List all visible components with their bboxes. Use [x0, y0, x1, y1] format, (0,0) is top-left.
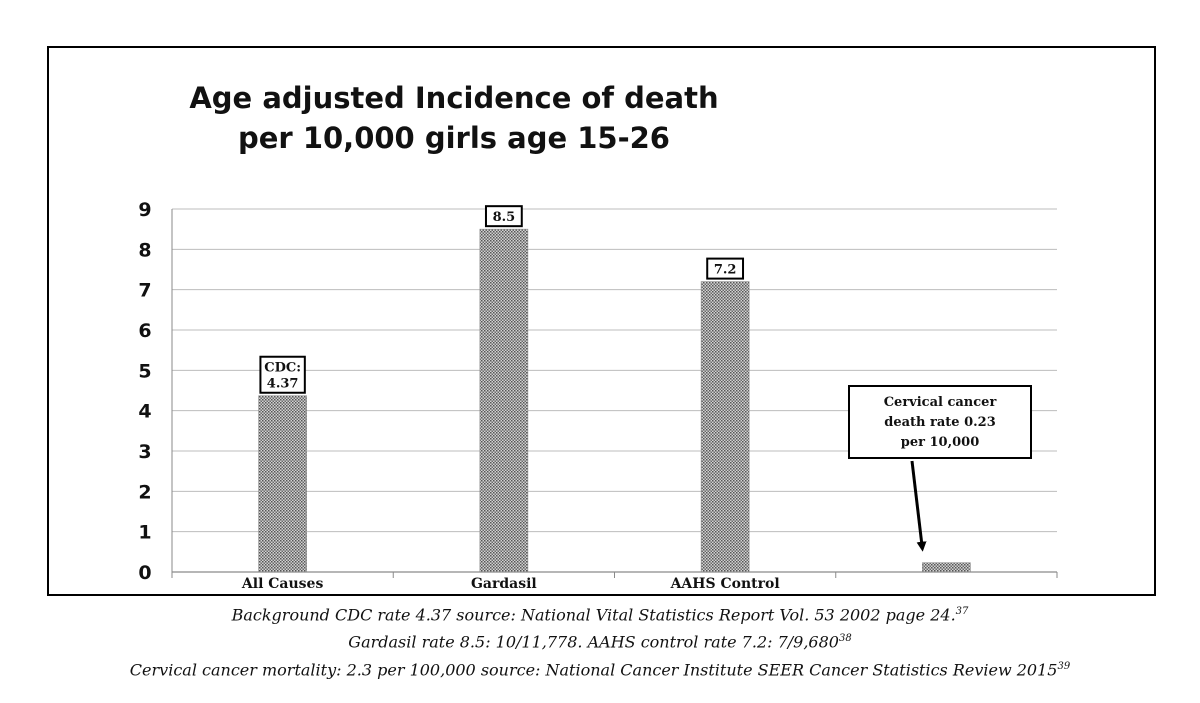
- caption-ref: 37: [955, 606, 969, 617]
- source-captions: Background CDC rate 4.37 source: Nationa…: [0, 600, 1200, 682]
- caption-line-2: Gardasil rate 8.5: 10/11,778. AAHS contr…: [0, 627, 1200, 654]
- chart-title-line: per 10,000 girls age 15-26: [238, 121, 670, 155]
- caption-line-1: Background CDC rate 4.37 source: Nationa…: [0, 600, 1200, 627]
- y-tick-label: 3: [138, 441, 151, 463]
- caption-text: Cervical cancer mortality: 2.3 per 100,0…: [129, 659, 1058, 679]
- annotation-arrow: [910, 460, 927, 552]
- annotation: Cervical cancer death rate 0.23 per 10,000: [848, 385, 1032, 552]
- bar-label-box: [706, 257, 745, 280]
- y-tick-label: 4: [138, 401, 151, 423]
- bar: [700, 281, 750, 573]
- caption-line-3: Cervical cancer mortality: 2.3 per 100,0…: [0, 655, 1200, 682]
- x-axis-categories: All Causes Gardasil AAHS Control: [241, 576, 780, 592]
- annotation-text: death rate 0.23: [884, 415, 996, 430]
- chart-title-line: Age adjusted Incidence of death: [189, 81, 718, 115]
- annotation-text: Cervical cancer: [884, 395, 997, 410]
- y-tick-label: 8: [138, 239, 151, 261]
- bars: [258, 228, 971, 573]
- y-tick-label: 5: [138, 360, 151, 382]
- annotation-box: [848, 385, 1032, 459]
- axes: 0 1 2 3 4 5 6 7 8 9: [138, 199, 1058, 584]
- caption-ref: 38: [838, 633, 852, 645]
- chart-title: Age adjusted Incidence of death per 10,00…: [189, 81, 718, 155]
- bar: [922, 562, 971, 573]
- caption-text: Background CDC rate 4.37 source: Nationa…: [231, 605, 956, 625]
- y-tick-label: 2: [138, 481, 151, 503]
- x-category-label: All Causes: [241, 576, 324, 592]
- y-tick-label: 9: [138, 199, 151, 221]
- y-tick-label: 6: [138, 320, 151, 342]
- y-tick-label: 7: [138, 280, 151, 302]
- caption-ref: 39: [1057, 660, 1071, 672]
- bar-label: 8.5: [493, 210, 516, 225]
- data-labels: CDC:4.37 8.5 7.2: [259, 205, 745, 394]
- annotation-text: per 10,000: [901, 435, 980, 450]
- bar-label-box: [259, 355, 306, 394]
- caption-text: Gardasil rate 8.5: 10/11,778. AAHS contr…: [348, 632, 839, 652]
- bar-label-box: [484, 205, 523, 228]
- chart: Age adjusted Incidence of death per 10,00…: [138, 81, 1058, 592]
- bar-label: 4.37: [267, 377, 299, 392]
- x-category-label: AAHS Control: [670, 576, 780, 592]
- gridlines: [172, 208, 1057, 533]
- bar-label: CDC:: [264, 361, 301, 376]
- y-tick-label: 0: [138, 562, 151, 584]
- x-category-label: Gardasil: [471, 576, 537, 592]
- y-tick-label: 1: [138, 522, 151, 544]
- chart-frame: Age adjusted Incidence of death per 10,00…: [47, 46, 1156, 596]
- bar-label: 7.2: [714, 263, 737, 278]
- bar: [479, 228, 529, 573]
- bar: [258, 395, 307, 573]
